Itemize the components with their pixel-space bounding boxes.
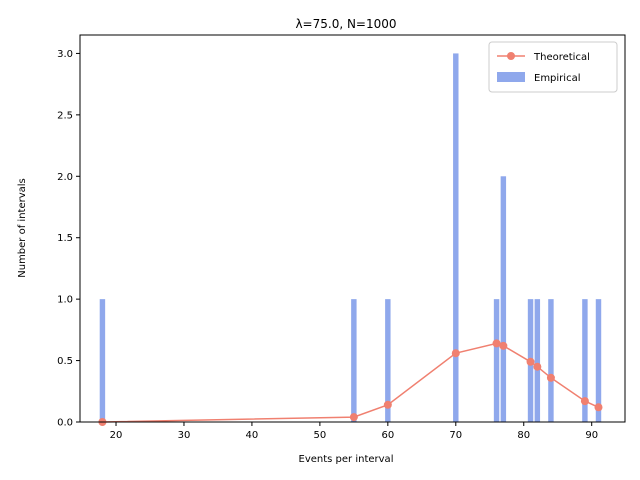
- y-tick-label: 0.0: [57, 418, 73, 429]
- theoretical-point: [492, 339, 501, 348]
- x-tick-label: 70: [449, 430, 462, 441]
- theoretical-point: [546, 373, 555, 382]
- x-axis-label: Events per interval: [299, 454, 394, 465]
- empirical-bar: [534, 299, 541, 422]
- theoretical-point: [580, 397, 589, 406]
- empirical-bar: [548, 299, 554, 422]
- legend-box: [488, 41, 618, 93]
- x-tick-label: 60: [381, 430, 394, 441]
- theoretical-point: [594, 403, 603, 412]
- theoretical-point: [383, 400, 392, 409]
- theoretical-point: [349, 413, 358, 422]
- legend: Theoretical Empirical: [488, 41, 618, 93]
- empirical-bar: [493, 299, 500, 422]
- empirical-bar: [385, 299, 391, 422]
- theoretical-point: [533, 362, 542, 371]
- chart-title: λ=75.0, N=1000: [295, 17, 396, 31]
- x-tick-label: 80: [517, 430, 530, 441]
- legend-theoretical-marker: [507, 52, 515, 60]
- x-tick-label: 20: [110, 430, 123, 441]
- y-tick-label: 1.5: [57, 233, 73, 244]
- x-axis-ticks: 20 30 40 50 60 70 80 90: [110, 422, 598, 441]
- y-tick-label: 0.5: [57, 356, 73, 367]
- empirical-bar: [595, 299, 602, 422]
- legend-empirical-swatch: [497, 72, 525, 82]
- empirical-bar: [582, 299, 588, 422]
- x-tick-label: 90: [585, 430, 598, 441]
- plot-area: [98, 53, 603, 426]
- theoretical-point: [499, 341, 508, 350]
- empirical-bar: [500, 176, 507, 422]
- legend-empirical-label: Empirical: [534, 73, 580, 84]
- empirical-bar: [453, 53, 459, 423]
- empirical-bar: [99, 299, 106, 422]
- y-tick-label: 3.0: [57, 49, 73, 60]
- axes-frame: [79, 34, 626, 423]
- y-tick-label: 2.0: [57, 172, 73, 183]
- theoretical-point: [526, 357, 535, 366]
- x-tick-label: 30: [178, 430, 191, 441]
- x-tick-label: 40: [246, 430, 259, 441]
- y-axis-label: Number of intervals: [17, 178, 28, 278]
- theoretical-point: [451, 349, 460, 358]
- y-axis-ticks: 0.0 0.5 1.0 1.5 2.0 2.5 3.0: [57, 49, 80, 429]
- legend-theoretical-label: Theoretical: [533, 52, 590, 63]
- y-tick-label: 2.5: [57, 110, 73, 121]
- x-tick-label: 50: [314, 430, 327, 441]
- y-tick-label: 1.0: [57, 295, 73, 306]
- empirical-bar: [351, 299, 357, 422]
